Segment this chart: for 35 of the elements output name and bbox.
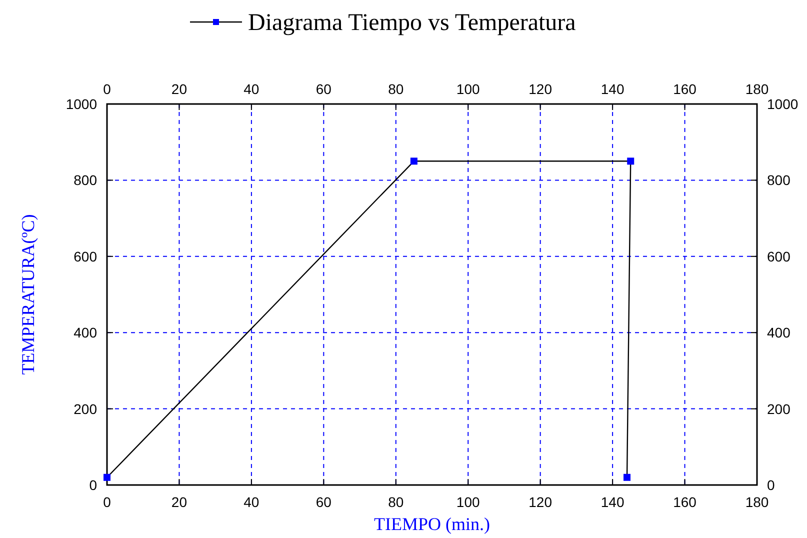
y-tick-label: 600 xyxy=(74,248,98,264)
y2-tick-label: 600 xyxy=(767,248,791,264)
x2-tick-label: 140 xyxy=(600,494,624,510)
y2-tick-label: 400 xyxy=(767,324,791,341)
x2-tick-label: 60 xyxy=(316,494,332,510)
x2-tick-label: 80 xyxy=(388,494,404,510)
x2-tick-label: 180 xyxy=(745,494,769,510)
y2-tick-label: 0 xyxy=(767,477,775,493)
y-tick-label: 0 xyxy=(89,477,98,493)
x2-tick-label: 160 xyxy=(673,494,697,510)
x-tick-label: 40 xyxy=(244,81,260,97)
y-tick-label: 400 xyxy=(74,324,98,341)
y2-tick-label: 1000 xyxy=(767,96,798,112)
y2-tick-label: 800 xyxy=(767,172,791,188)
y-tick-label: 1000 xyxy=(66,96,98,112)
x-tick-label: 160 xyxy=(673,81,697,97)
x2-tick-label: 100 xyxy=(456,494,480,510)
x-tick-label: 80 xyxy=(388,81,404,97)
legend-label: Diagrama Tiempo vs Temperatura xyxy=(248,10,576,36)
y2-tick-label: 200 xyxy=(767,400,791,417)
x-axis-title: TIEMPO (min.) xyxy=(374,514,490,534)
y-tick-label: 200 xyxy=(74,400,98,417)
x-tick-label: 140 xyxy=(600,81,624,97)
x2-tick-label: 0 xyxy=(103,494,112,510)
y-tick-label: 800 xyxy=(74,172,98,188)
x2-tick-label: 120 xyxy=(528,494,552,510)
x-tick-label: 120 xyxy=(528,81,552,97)
x-tick-label: 100 xyxy=(456,81,480,97)
x-tick-label: 60 xyxy=(316,81,332,97)
x2-tick-label: 40 xyxy=(244,494,260,510)
y-axis-title: TEMPERATURA(ºC) xyxy=(18,214,38,375)
x-tick-label: 0 xyxy=(103,81,112,97)
x-tick-label: 20 xyxy=(171,81,188,97)
x-tick-label: 180 xyxy=(745,81,769,97)
x2-tick-label: 20 xyxy=(171,494,188,510)
